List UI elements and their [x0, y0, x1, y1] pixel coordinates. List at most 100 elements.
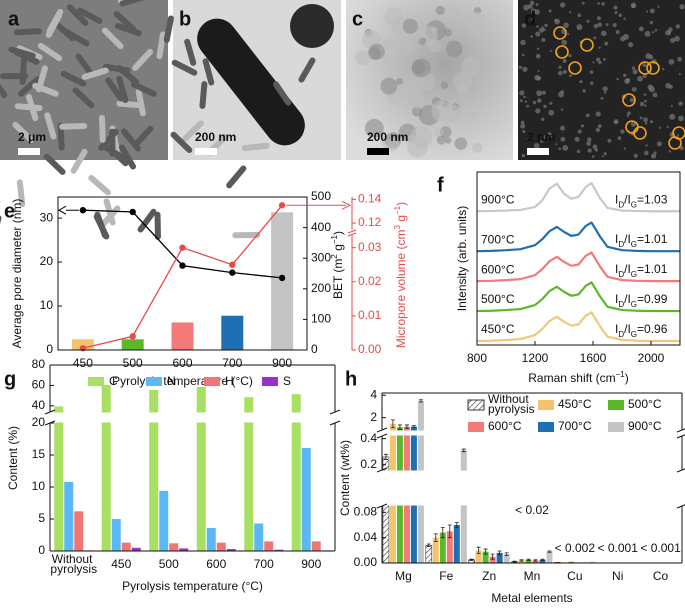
error-bar [461, 448, 466, 453]
grain [410, 125, 433, 148]
speck [586, 19, 590, 23]
speck [532, 100, 537, 105]
x-tick-label: Without pyrolysis [50, 552, 97, 576]
legend-label: 700°C [558, 419, 592, 433]
speck [677, 134, 680, 137]
speck [662, 67, 665, 71]
nanorod [103, 198, 116, 226]
bar [179, 548, 189, 551]
label-part: ) [394, 202, 408, 206]
speck [538, 27, 545, 33]
speck [603, 91, 607, 94]
label-part: I [615, 322, 618, 336]
speck [644, 99, 647, 103]
legend-label: N [167, 374, 176, 388]
bar [64, 481, 74, 551]
label-value: 1.03 [644, 192, 668, 206]
grain [461, 56, 481, 77]
speck [543, 135, 547, 139]
speck [679, 145, 684, 150]
speck [562, 69, 567, 74]
speck [607, 138, 612, 143]
legend-swatch [88, 377, 104, 386]
bar [432, 537, 439, 563]
bar [121, 542, 131, 551]
panel-letter: a [8, 8, 20, 30]
speck [548, 109, 555, 116]
error-bar [454, 522, 459, 528]
label: Raman shift (cm−1) [528, 370, 628, 386]
speck [536, 76, 542, 81]
speck [613, 5, 618, 10]
grain [411, 60, 426, 75]
x-tick-label: 2000 [638, 351, 665, 365]
grain [418, 37, 427, 46]
speck [622, 33, 629, 40]
bar [171, 322, 194, 350]
speck [521, 23, 527, 28]
nanorod [119, 0, 147, 7]
label-part: D [618, 300, 624, 309]
bar [54, 406, 64, 551]
speck [605, 23, 609, 26]
error-bar [483, 548, 488, 555]
error-bar [418, 399, 423, 403]
label-part: = [637, 262, 644, 276]
label-part: G [631, 300, 637, 309]
y3-tick-label: 0.02 [358, 274, 382, 288]
speck [600, 30, 607, 37]
error-bar [440, 527, 445, 539]
point [129, 208, 136, 216]
label-part: G [631, 240, 637, 249]
nanorod [102, 27, 124, 50]
point [79, 345, 87, 352]
error-bar [504, 552, 509, 556]
nanorod [116, 75, 129, 103]
error-bar [540, 558, 545, 561]
grain [368, 43, 385, 60]
speck [581, 1, 585, 5]
bar [439, 532, 446, 563]
speck [604, 41, 609, 46]
legend-swatch [262, 377, 278, 386]
spectrum [476, 221, 680, 253]
speck [558, 65, 562, 69]
point [229, 261, 236, 268]
label-part: −1 [330, 234, 339, 244]
y-tick-label: 0 [46, 342, 53, 356]
speck [651, 31, 655, 34]
bar [196, 386, 206, 551]
speck [598, 46, 601, 49]
spectrum [476, 311, 680, 343]
nanorod [182, 120, 204, 142]
speck [589, 70, 594, 74]
nanorod [81, 67, 109, 80]
point [179, 262, 186, 269]
label: Micropore volume (cm3 g−1) [393, 202, 409, 348]
speck [668, 59, 675, 65]
nanorod [75, 53, 95, 78]
speck [592, 61, 595, 64]
label-part: I [615, 192, 618, 206]
point [129, 333, 136, 340]
speck [560, 136, 566, 142]
speck [526, 104, 530, 108]
speck [519, 99, 523, 103]
nanorod [171, 59, 198, 76]
speck [536, 90, 543, 97]
grain [472, 142, 483, 153]
grain [436, 135, 446, 145]
label: ID/IG=1.01 [615, 262, 668, 278]
bar [291, 394, 301, 551]
speck [543, 104, 547, 109]
speck [593, 36, 597, 40]
y-tick-label: 20 [32, 415, 46, 429]
speck [666, 125, 669, 129]
grain [431, 26, 438, 34]
speck [631, 4, 636, 9]
scale-bar [367, 148, 389, 155]
speck [521, 53, 525, 57]
axis-break [376, 430, 685, 436]
legend-label: 600°C [488, 419, 522, 433]
